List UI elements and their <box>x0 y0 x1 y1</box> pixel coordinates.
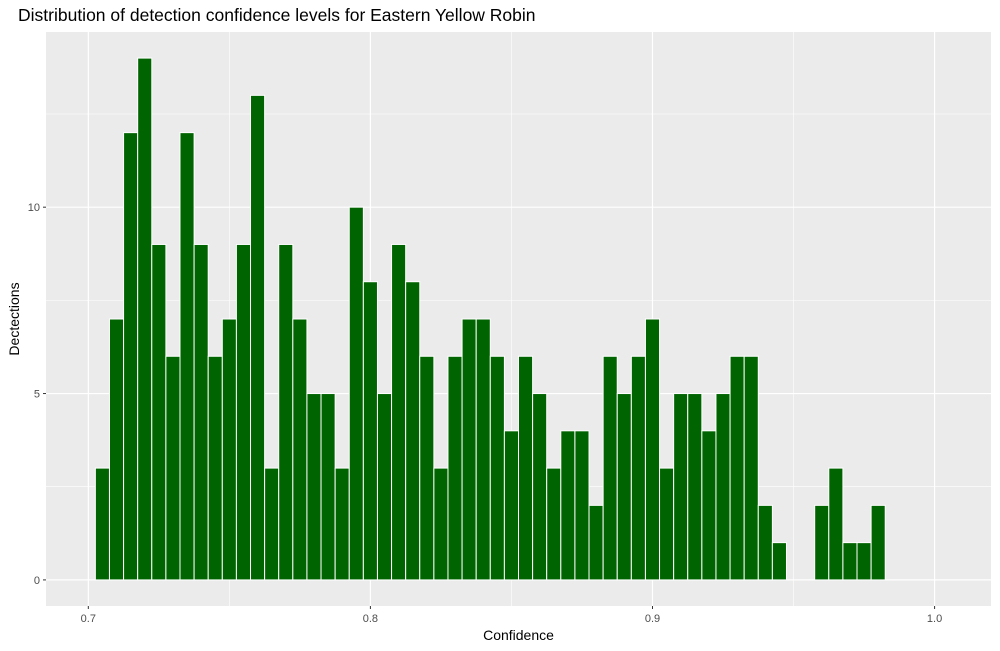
histogram-bar <box>193 243 209 581</box>
histogram-bar <box>489 355 505 581</box>
histogram-bar <box>207 355 223 581</box>
histogram-bar <box>179 132 195 581</box>
histogram-bar <box>405 281 421 581</box>
histogram-bar <box>814 504 830 581</box>
histogram-bar <box>94 467 110 581</box>
y-tick-label: 0 <box>34 575 40 587</box>
histogram-bar <box>292 318 308 581</box>
histogram-bar <box>376 393 393 581</box>
histogram-bar <box>673 393 689 581</box>
chart-title: Distribution of detection confidence lev… <box>18 5 536 25</box>
x-tick-label: 1.0 <box>927 613 942 625</box>
histogram-bar <box>644 318 661 581</box>
histogram-bar <box>461 318 477 581</box>
histogram-bar <box>856 542 872 581</box>
histogram-bar <box>503 430 519 581</box>
histogram-bar <box>348 206 364 581</box>
histogram-bar <box>250 94 266 581</box>
histogram-bar <box>588 504 604 581</box>
histogram-bar <box>842 542 858 581</box>
histogram-bar <box>518 355 534 581</box>
histogram-bars <box>94 57 886 581</box>
histogram-bar <box>532 393 548 581</box>
histogram-bar <box>630 355 646 581</box>
x-tick-label: 0.7 <box>81 613 96 625</box>
axes: 0.7 0.8 0.9 1.0 0 5 10 <box>28 202 942 625</box>
histogram-bar <box>278 243 294 581</box>
x-axis-title: Confidence <box>483 627 554 643</box>
y-axis-title: Dectections <box>6 282 22 355</box>
histogram-bar <box>447 355 463 581</box>
histogram-bar <box>743 355 759 581</box>
histogram-bar <box>828 467 844 581</box>
histogram-bar <box>151 243 167 581</box>
histogram-bar <box>362 281 378 581</box>
histogram-bar <box>165 355 181 581</box>
histogram-bar <box>687 393 703 581</box>
x-tick-label: 0.9 <box>645 613 660 625</box>
histogram-bar <box>546 467 562 581</box>
y-tick-label: 5 <box>34 389 40 401</box>
histogram-bar <box>701 430 717 581</box>
histogram-bar <box>475 318 491 581</box>
histogram-bar <box>221 318 237 581</box>
histogram-bar <box>715 393 731 581</box>
histogram-bar <box>123 132 139 581</box>
histogram-bar <box>602 355 618 581</box>
histogram-bar <box>574 430 590 581</box>
histogram-bar <box>729 355 745 581</box>
histogram-bar <box>870 504 886 581</box>
histogram-bar <box>757 504 773 581</box>
histogram-bar <box>320 393 336 581</box>
histogram-bar <box>433 467 449 581</box>
histogram-bar <box>306 393 322 581</box>
x-tick-label: 0.8 <box>363 613 378 625</box>
histogram-bar <box>108 318 125 581</box>
histogram-bar <box>560 430 576 581</box>
histogram-bar <box>391 243 407 581</box>
histogram-bar <box>616 393 632 581</box>
histogram-bar <box>659 467 675 581</box>
histogram-bar <box>264 467 280 581</box>
histogram-bar <box>137 57 153 581</box>
histogram-bar <box>235 243 252 581</box>
y-tick-label: 10 <box>28 202 40 214</box>
histogram-bar <box>334 467 350 581</box>
histogram-bar <box>771 542 787 581</box>
histogram-bar <box>419 355 435 581</box>
